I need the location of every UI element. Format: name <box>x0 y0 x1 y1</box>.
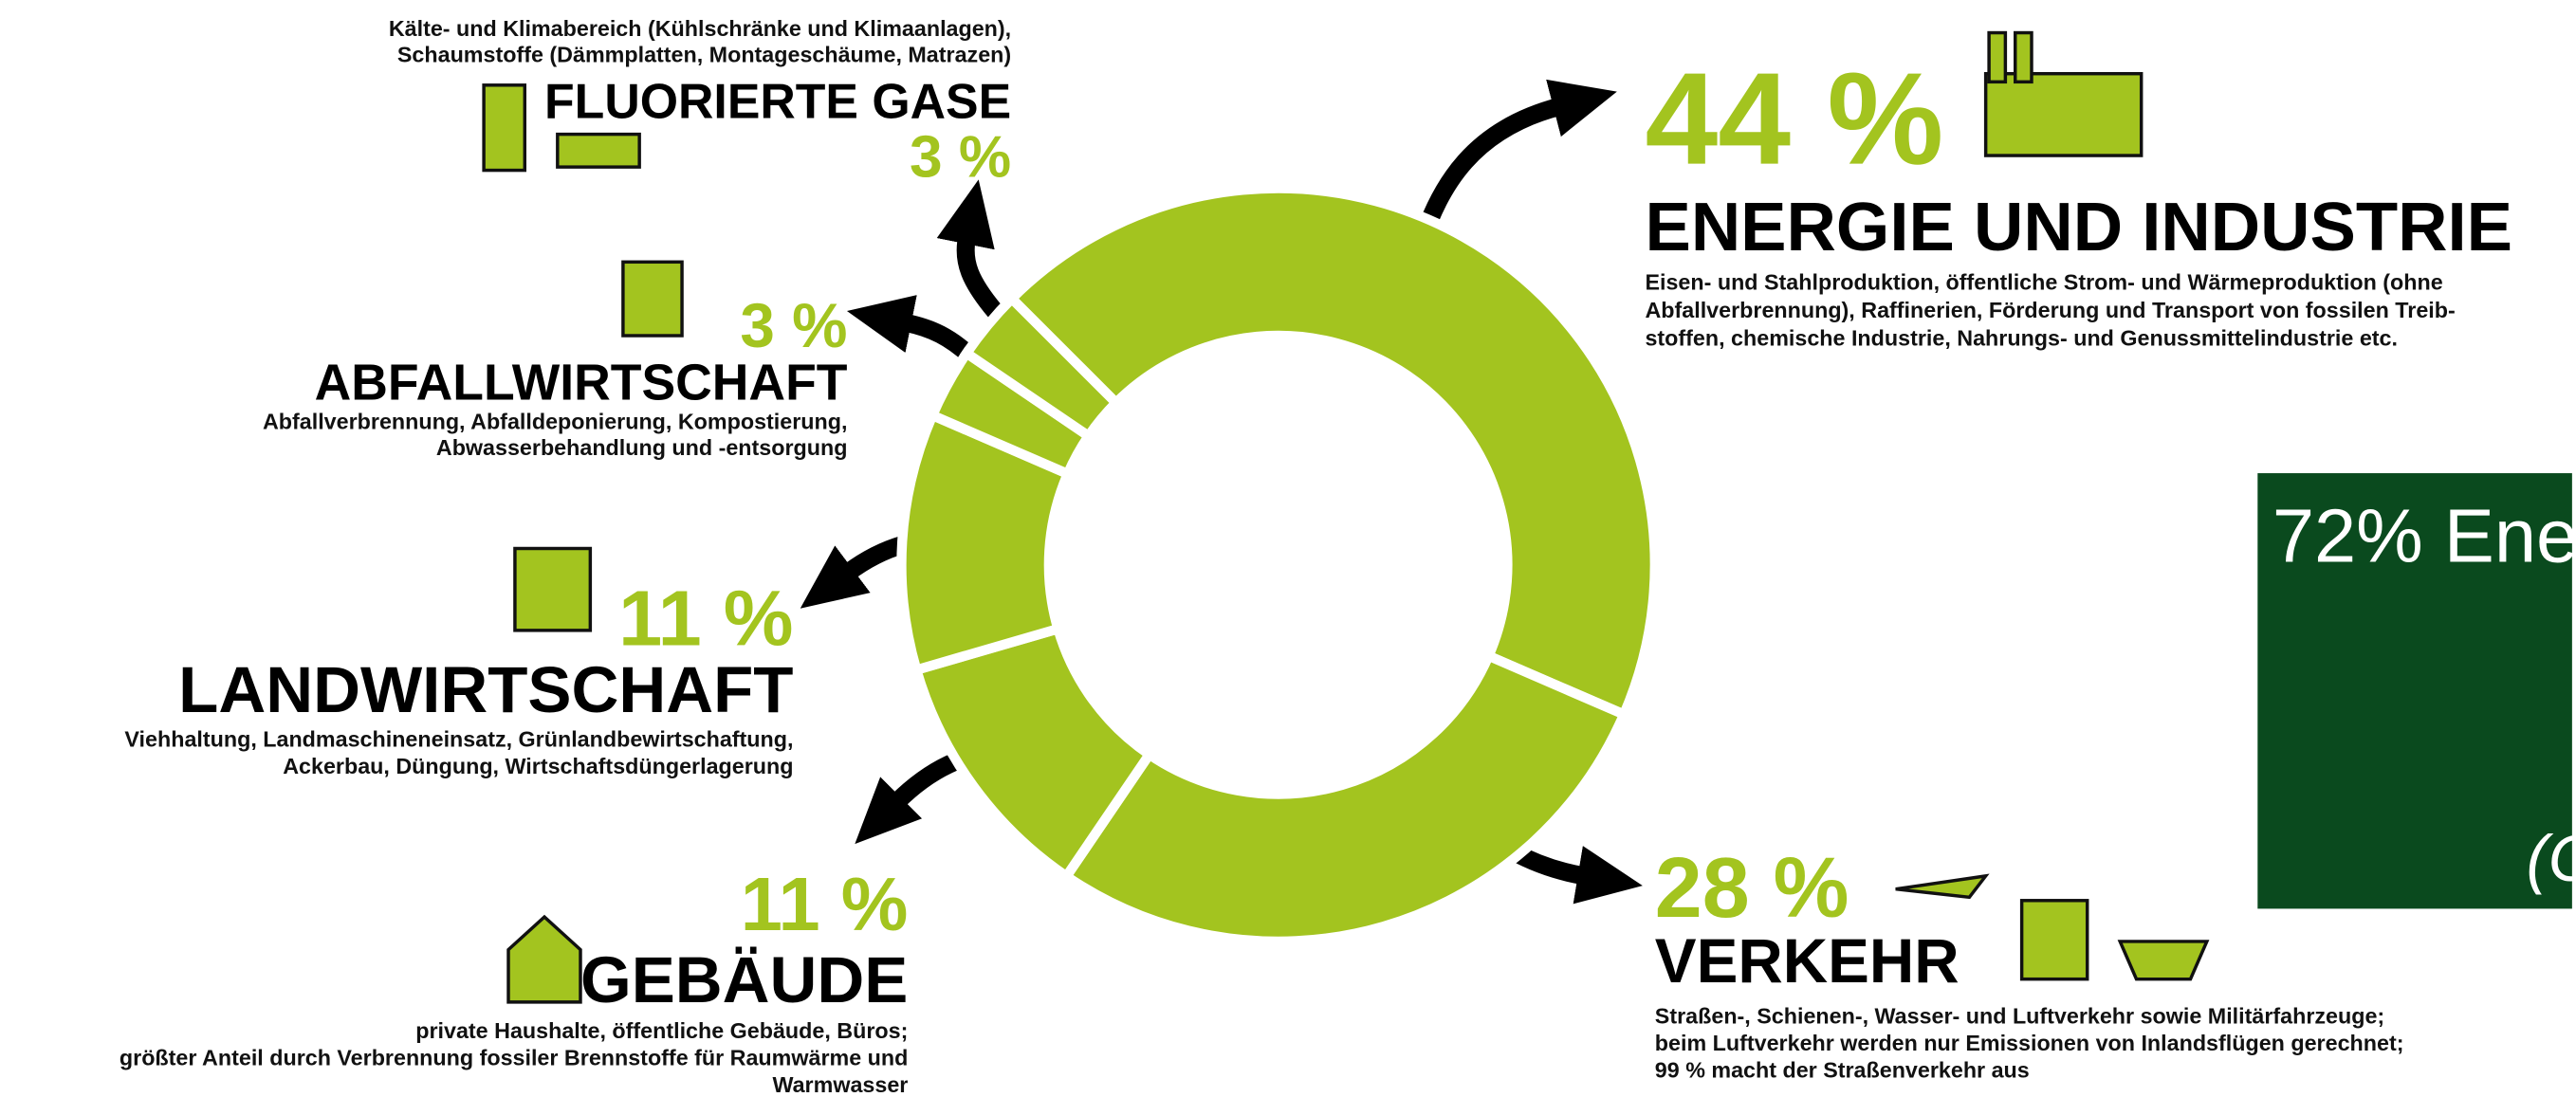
side-box-title: 72% Ene <box>2272 493 2576 577</box>
value-label: 3 % <box>740 291 847 360</box>
value-label: 44 % <box>1645 46 1943 192</box>
category-title: VERKEHR <box>1655 926 1960 996</box>
category-description: stoffen, chemische Industrie, Nahrungs- … <box>1645 325 2398 350</box>
category-description: Viehhaltung, Landmaschineneinsatz, Grünl… <box>124 726 793 751</box>
donut-segment <box>1059 649 1630 947</box>
icon-fridge <box>482 83 527 173</box>
icon-house <box>506 914 582 1004</box>
value-label: 11 % <box>741 862 909 946</box>
value-label: 3 % <box>910 125 1011 191</box>
category-description: 99 % macht der Straßenverkehr aus <box>1655 1057 2030 1082</box>
icon-tractor <box>513 546 593 632</box>
donut <box>896 183 1660 947</box>
category-description: Abwasserbehandlung und -entsorgung <box>436 435 848 460</box>
category-description: Schaumstoffe (Dämmplatten, Montageschäum… <box>397 43 1011 67</box>
side-box <box>2257 473 2572 909</box>
category-title: FLUORIERTE GASE <box>544 73 1011 128</box>
category-title: ABFALLWIRTSCHAFT <box>315 355 848 411</box>
value-label: 11 % <box>618 574 793 662</box>
icon-ac <box>556 132 641 169</box>
category-title: ENERGIE UND INDUSTRIE <box>1645 189 2512 265</box>
side-box-note: (C <box>2527 821 2576 895</box>
category-description: Warmwasser <box>772 1072 908 1097</box>
donut-segment <box>959 291 1124 444</box>
labels: 44 %ENERGIE UND INDUSTRIE Eisen- und Stah… <box>120 16 2512 1097</box>
category-title: GEBÄUDE <box>580 942 908 1016</box>
icon-bus <box>2019 899 2089 981</box>
category-description: Abfallverbrennung, Abfalldeponierung, Ko… <box>263 409 848 433</box>
category-description: Straßen-, Schienen-, Wasser- und Luftver… <box>1655 1003 2384 1028</box>
icons <box>482 30 2210 1004</box>
icon-factory <box>1983 71 2144 157</box>
donut-segment <box>1004 183 1660 722</box>
category-description: Ackerbau, Düngung, Wirtschaftsdüngerlage… <box>283 754 793 778</box>
icon-plane <box>1895 873 1990 900</box>
icon-chimney <box>2014 30 2033 84</box>
arrow <box>936 179 1004 320</box>
category-description: Abfallverbrennung), Raffinerien, Förderu… <box>1645 298 2455 322</box>
category-description: Kälte- und Klimabereich (Kühlschränke un… <box>389 16 1011 41</box>
icon-chimney <box>1987 30 2008 84</box>
category-title: LANDWIRTSCHAFT <box>178 652 793 726</box>
category-description: beim Luftverkehr werden nur Emissionen v… <box>1655 1031 2404 1055</box>
icon-ship <box>2117 940 2210 981</box>
value-label: 28 % <box>1655 841 1849 936</box>
category-description: Eisen- und Stahlproduktion, öffentliche … <box>1645 270 2442 295</box>
category-description: größter Anteil durch Verbrennung fossile… <box>120 1045 908 1070</box>
icon-plant <box>621 260 684 338</box>
category-description: private Haushalte, öffentliche Gebäude, … <box>415 1018 908 1043</box>
